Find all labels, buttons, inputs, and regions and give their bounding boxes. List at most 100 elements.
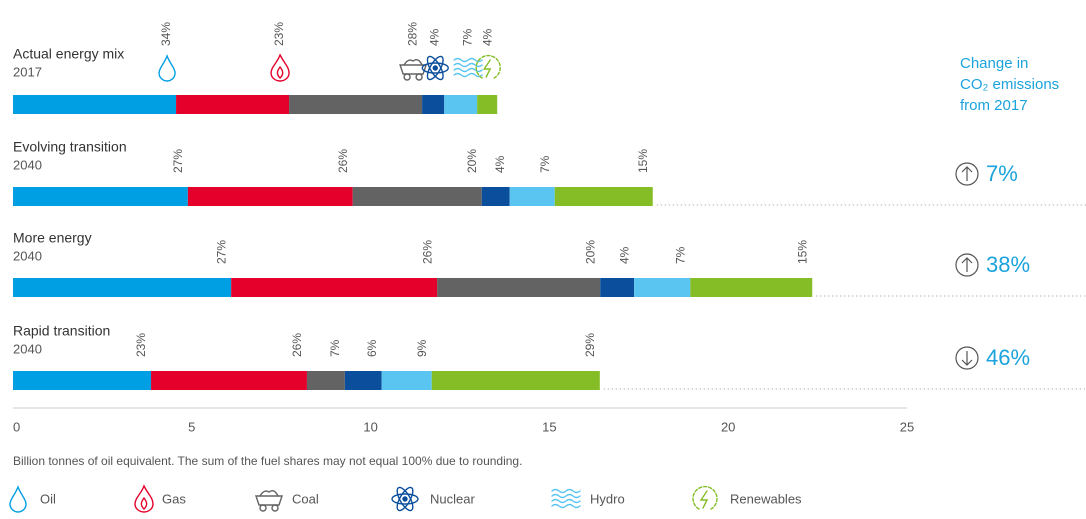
change-value: 38% <box>986 252 1030 277</box>
change-title: CO₂ emissions <box>960 76 1059 93</box>
share-label: 7% <box>673 246 687 264</box>
legend-label: Gas <box>162 491 186 506</box>
icon-part <box>276 65 284 79</box>
share-label: 6% <box>365 339 379 357</box>
change-title: Change in <box>960 55 1028 72</box>
change-arrow <box>961 166 973 181</box>
category-label: Rapid transition <box>13 323 110 339</box>
legend-label: Coal <box>292 491 319 506</box>
bar-segment <box>13 187 188 206</box>
share-label: 23% <box>134 333 148 357</box>
icon-part <box>453 72 483 78</box>
icon-part <box>421 62 449 74</box>
icon-part <box>426 55 444 81</box>
share-label: 26% <box>336 149 350 173</box>
bar-segment <box>13 95 177 114</box>
fuel-icon <box>475 54 501 79</box>
share-label: 28% <box>405 22 419 46</box>
fuel-icon <box>270 53 290 82</box>
bar-segment <box>481 187 510 206</box>
share-label: 27% <box>171 149 185 173</box>
icon-part <box>692 485 718 510</box>
bar-segment <box>344 371 382 390</box>
bar-segment <box>690 278 813 297</box>
icon-part <box>158 54 176 82</box>
fuel-icon <box>551 488 581 509</box>
category-year: 2040 <box>13 248 42 263</box>
bar-segment <box>600 278 635 297</box>
share-label: 15% <box>795 240 809 264</box>
bar-segment <box>151 371 307 390</box>
fuel-icon <box>453 57 483 78</box>
x-tick-label: 25 <box>900 419 914 434</box>
fuel-icon <box>134 484 154 513</box>
x-tick-label: 10 <box>363 419 377 434</box>
icon-part <box>482 59 492 78</box>
icon-part <box>271 504 279 512</box>
share-label: 26% <box>420 240 434 264</box>
icon-part <box>551 488 581 494</box>
icon-part <box>403 73 411 81</box>
x-tick-label: 0 <box>13 419 20 434</box>
icon-part <box>453 67 483 73</box>
icon-part <box>259 489 279 497</box>
share-label: 4% <box>617 246 631 264</box>
icon-part <box>475 54 501 79</box>
bar-segment <box>187 187 353 206</box>
share-label: 4% <box>480 28 494 46</box>
share-label: 26% <box>290 333 304 357</box>
category-label: Actual energy mix <box>13 46 124 62</box>
x-tick-label: 5 <box>188 419 195 434</box>
share-label: 9% <box>415 339 429 357</box>
legend-label: Renewables <box>730 491 802 506</box>
icon-part <box>551 498 581 504</box>
x-tick-label: 20 <box>721 419 735 434</box>
share-label: 4% <box>427 28 441 46</box>
icon-part <box>270 53 290 82</box>
share-label: 4% <box>493 155 507 173</box>
bar-segment <box>231 278 438 297</box>
bar-segment <box>176 95 290 114</box>
change-value: 46% <box>986 345 1030 370</box>
icon-part <box>140 496 148 510</box>
fuel-icon <box>421 55 449 81</box>
legend-label: Hydro <box>590 491 625 506</box>
share-label: 34% <box>159 22 173 46</box>
fuel-icon <box>255 489 283 512</box>
category-label: More energy <box>13 230 92 246</box>
change-arrow <box>961 351 973 366</box>
bar-segment <box>477 95 498 114</box>
icon-part <box>453 57 483 63</box>
bar-segment <box>509 187 555 206</box>
icon-part <box>402 496 408 502</box>
change-value: 7% <box>986 161 1018 186</box>
icon-part <box>551 493 581 499</box>
bar-segment <box>306 371 345 390</box>
footnote: Billion tonnes of oil equivalent. The su… <box>13 454 522 468</box>
bar-segment <box>13 371 152 390</box>
icon-part <box>551 503 581 509</box>
share-label: 15% <box>636 149 650 173</box>
icon-part <box>255 495 283 506</box>
icon-part <box>134 484 154 513</box>
bar-segment <box>352 187 482 206</box>
bar-segment <box>444 95 478 114</box>
icon-part <box>259 504 267 512</box>
bar-segment <box>381 371 432 390</box>
share-label: 23% <box>272 22 286 46</box>
bar-segment <box>554 187 653 206</box>
category-year: 2017 <box>13 64 42 79</box>
icon-part <box>399 64 428 75</box>
fuel-icon <box>158 54 176 82</box>
share-label: 29% <box>583 333 597 357</box>
change-arrow <box>961 257 973 272</box>
icon-part <box>432 65 438 71</box>
share-label: 27% <box>214 240 228 264</box>
icon-part <box>403 58 423 66</box>
legend-label: Oil <box>40 491 56 506</box>
x-tick-label: 15 <box>542 419 556 434</box>
change-title: from 2017 <box>960 97 1028 114</box>
bar-segment <box>634 278 691 297</box>
category-year: 2040 <box>13 341 42 356</box>
